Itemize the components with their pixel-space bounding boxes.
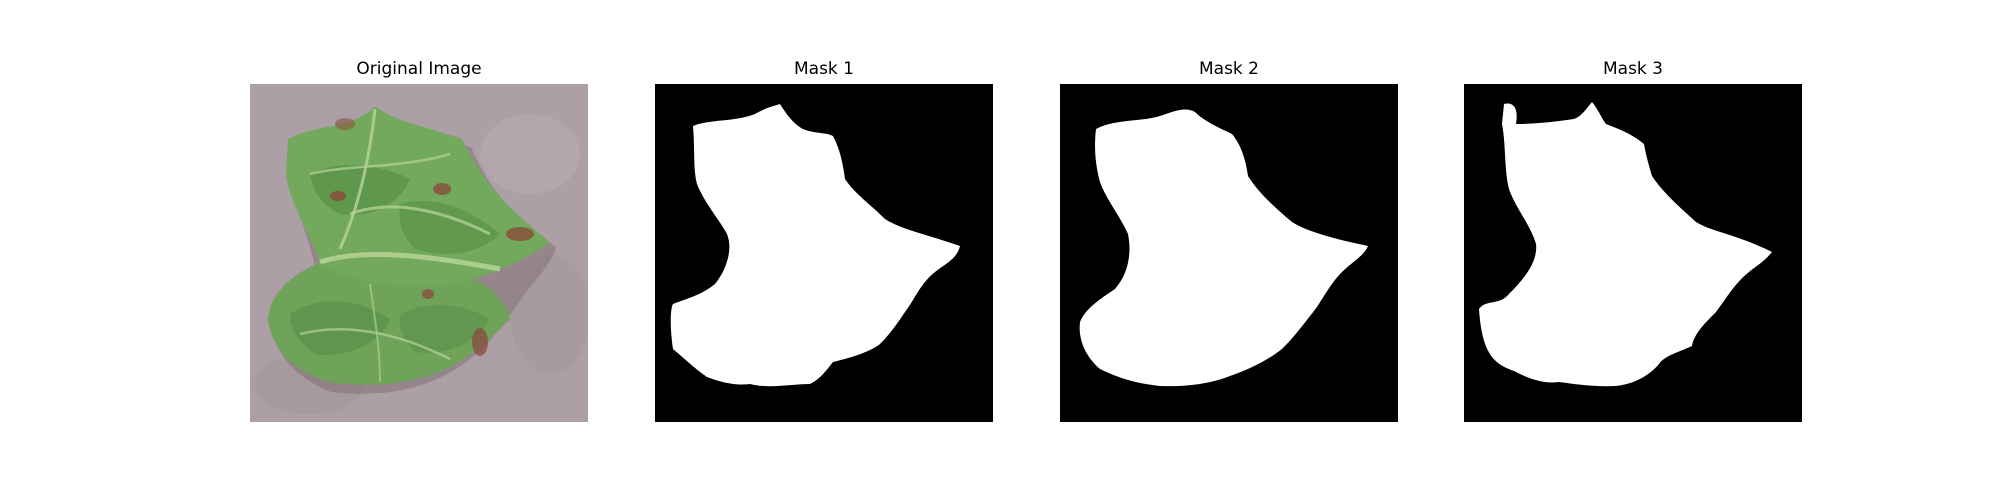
panel-original: Original Image (250, 0, 588, 500)
panel-mask-3: Mask 3 (1464, 0, 1802, 500)
panel-title: Original Image (356, 59, 482, 79)
panel-mask-2: Mask 2 (1060, 0, 1398, 500)
panel-title: Mask 1 (793, 59, 854, 79)
original-image (250, 84, 588, 422)
mask-1-image (655, 84, 993, 422)
panel-mask-1: Mask 1 (655, 0, 993, 500)
panel-title: Mask 2 (1198, 59, 1259, 79)
panel-title: Mask 3 (1602, 59, 1663, 79)
mask-3-image (1464, 84, 1802, 422)
mask-2-image (1060, 84, 1398, 422)
